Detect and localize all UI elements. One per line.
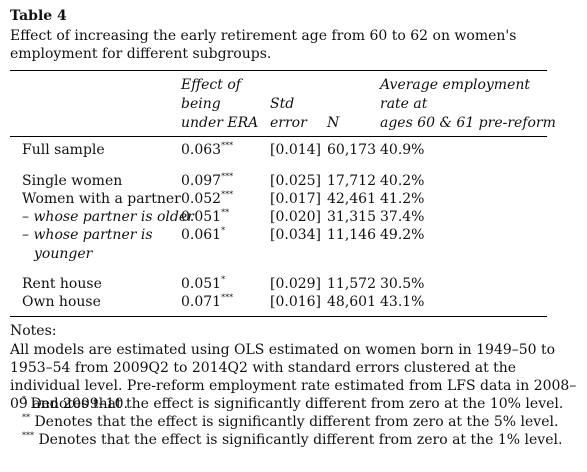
sig-text: Denotes that the effect is significantly… <box>38 432 563 448</box>
sig-mark: ** <box>22 413 30 422</box>
row-label: – whose partner is older <box>22 209 194 225</box>
effect-value: 0.071 <box>181 294 222 310</box>
header-effect-line1: Effect of <box>181 77 241 93</box>
row-label: – whose partner is <box>22 227 153 243</box>
row-rate: 30.5% <box>380 276 425 292</box>
effect-value: 0.061 <box>181 227 222 243</box>
row-label: Single women <box>22 173 123 189</box>
header-n: N <box>327 115 340 131</box>
header-avg-line1: Average employment <box>380 77 531 93</box>
header-avg: Average employment rate at ages 60 & 61 … <box>380 76 556 133</box>
row-rate: 41.2% <box>380 191 425 207</box>
sig-stars: *** <box>221 190 234 199</box>
sig-stars: ** <box>221 208 230 217</box>
row-label: Rent house <box>22 276 102 292</box>
row-n: 42,461 <box>327 191 376 207</box>
sig-stars: *** <box>221 172 234 181</box>
header-effect-line2: being <box>181 96 221 112</box>
notes-body: All models are estimated using OLS estim… <box>10 342 577 412</box>
sig-stars: * <box>221 275 226 284</box>
row-se: [0.020] <box>270 209 322 225</box>
header-effect-line3: under ERA <box>181 115 259 131</box>
header-avg-line2: rate at <box>380 96 428 112</box>
note-sig-1: *** Denotes that the effect is significa… <box>22 431 562 449</box>
row-effect: 0.051* <box>181 275 225 294</box>
row-n: 48,601 <box>327 294 376 310</box>
top-rule <box>10 70 547 71</box>
table-caption: Effect of increasing the early retiremen… <box>10 28 517 62</box>
row-effect: 0.097*** <box>181 172 233 191</box>
row-label: Full sample <box>22 142 105 158</box>
sig-stars: * <box>221 226 226 235</box>
row-effect: 0.052*** <box>181 190 233 209</box>
row-se: [0.029] <box>270 276 322 292</box>
bottom-rule <box>10 316 547 317</box>
sig-stars: *** <box>221 293 234 302</box>
row-rate: 40.2% <box>380 173 425 189</box>
header-avg-line3: ages 60 & 61 pre-reform <box>380 115 556 131</box>
row-n: 11,572 <box>327 276 376 292</box>
effect-value: 0.052 <box>181 191 222 207</box>
row-n: 31,315 <box>327 209 376 225</box>
row-label: Women with a partner <box>22 191 181 207</box>
table-title: Table 4 <box>10 8 67 24</box>
effect-value: 0.063 <box>181 142 222 158</box>
row-effect: 0.063*** <box>181 141 233 160</box>
row-rate: 43.1% <box>380 294 425 310</box>
header-std-line2: error <box>270 115 307 131</box>
row-effect: 0.061* <box>181 226 225 245</box>
row-n: 11,146 <box>327 227 376 243</box>
sig-text: Denotes that the effect is significantly… <box>34 414 559 430</box>
header-effect: Effect of being under ERA <box>181 76 258 133</box>
row-n: 17,712 <box>327 173 376 189</box>
header-std-line1: Std <box>270 96 295 112</box>
sig-text: Denotes that the effect is significantly… <box>30 396 564 412</box>
notes-heading: Notes: <box>10 323 57 339</box>
row-effect: 0.051** <box>181 208 229 227</box>
sig-stars: *** <box>221 141 234 150</box>
row-se: [0.034] <box>270 227 322 243</box>
header-std: Std error <box>270 95 307 133</box>
row-rate: 37.4% <box>380 209 425 225</box>
effect-value: 0.051 <box>181 209 222 225</box>
row-se: [0.025] <box>270 173 322 189</box>
header-rule <box>10 136 547 137</box>
note-sig-5: ** Denotes that the effect is significan… <box>22 413 558 431</box>
sig-mark: *** <box>22 431 34 440</box>
row-label-continued: younger <box>34 246 93 262</box>
row-rate: 40.9% <box>380 142 425 158</box>
sig-mark: * <box>22 395 26 404</box>
row-n: 60,173 <box>327 142 376 158</box>
row-label: Own house <box>22 294 101 310</box>
row-se: [0.014] <box>270 142 322 158</box>
effect-value: 0.097 <box>181 173 222 189</box>
row-effect: 0.071*** <box>181 293 233 312</box>
row-se: [0.016] <box>270 294 322 310</box>
row-se: [0.017] <box>270 191 322 207</box>
effect-value: 0.051 <box>181 276 222 292</box>
note-sig-10: * Denotes that the effect is significant… <box>22 395 563 413</box>
row-rate: 49.2% <box>380 227 425 243</box>
